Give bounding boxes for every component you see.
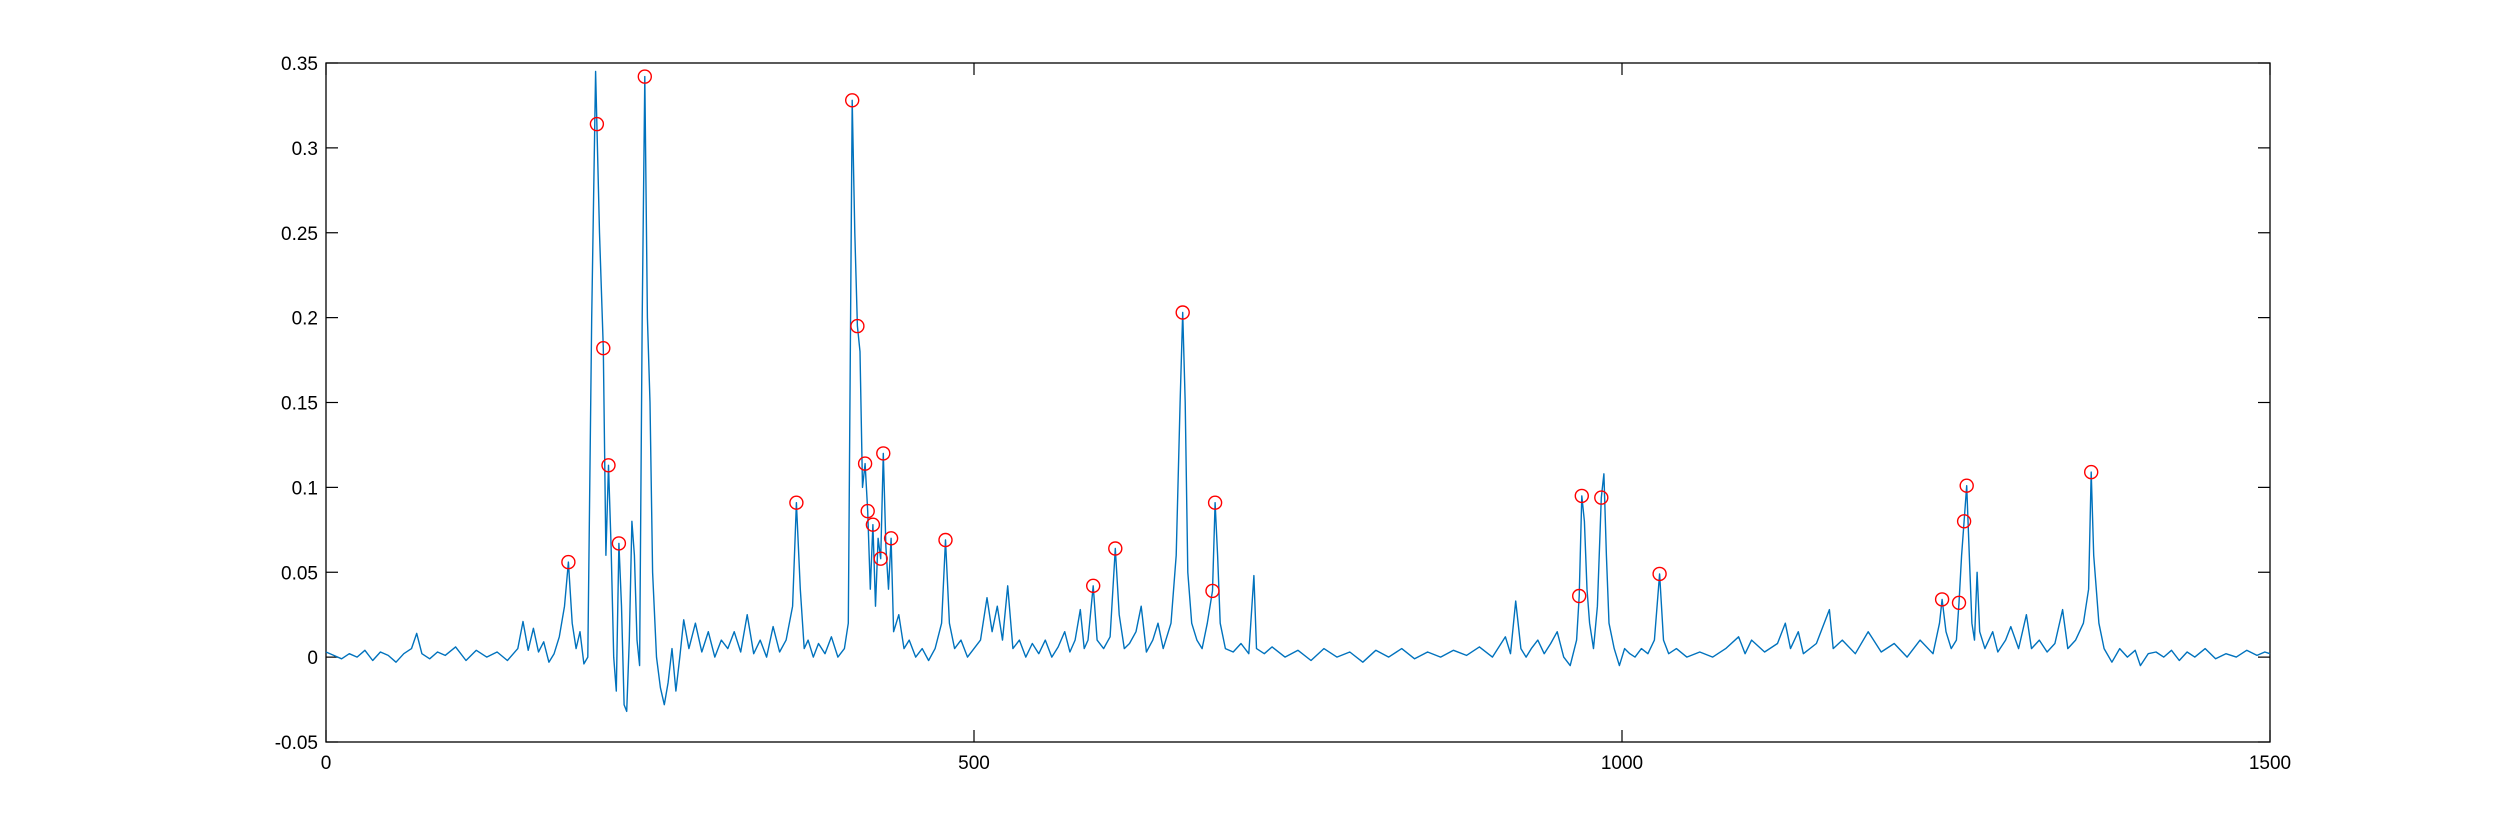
x-tick-label: 1500 — [2249, 753, 2291, 774]
peak-marker — [1175, 305, 1190, 320]
y-tick-label: 0.1 — [292, 478, 318, 499]
peak-marker — [1652, 566, 1667, 582]
y-tick-label: -0.05 — [275, 733, 318, 754]
peak-marker — [865, 517, 881, 532]
peak-marker — [860, 503, 875, 519]
peak-marker — [1594, 490, 1609, 505]
plot-area: 0 500 1000 1500-0.0500.050.10.150.20.250.30… — [275, 54, 2291, 774]
peak-marker — [857, 456, 873, 471]
y-tick-label: 0.2 — [292, 309, 318, 330]
peak-marker — [1956, 514, 1972, 529]
peak-marker — [596, 341, 611, 356]
x-tick-label: 1000 — [1601, 753, 1643, 774]
peak-marker — [883, 531, 899, 546]
peak-marker — [561, 554, 576, 570]
peak-marker — [1085, 578, 1101, 593]
peak-marker — [850, 318, 865, 334]
peak-marker — [1108, 541, 1123, 556]
peak-marker — [789, 495, 804, 510]
peak-marker — [1934, 592, 1950, 607]
peak-marker — [845, 93, 860, 108]
x-tick-label: 0 — [321, 753, 332, 774]
peak-marker — [1574, 488, 1590, 504]
peak-marker — [938, 532, 953, 548]
peak-marker — [1207, 495, 1223, 510]
y-tick-label: 0.05 — [281, 563, 318, 584]
y-tick-label: 0 — [307, 648, 318, 669]
peak-marker — [589, 116, 605, 132]
peak-marker — [2083, 464, 2099, 480]
peak-marker — [637, 69, 652, 84]
peak-marker — [876, 446, 891, 461]
y-tick-label: 0.15 — [281, 394, 318, 415]
peak-marker — [1951, 595, 1967, 610]
y-tick-label: 0.3 — [292, 139, 318, 160]
peak-marker — [873, 551, 888, 566]
peak-marker — [1959, 478, 1974, 493]
signal-line-series — [325, 70, 2271, 713]
peak-marker — [611, 536, 627, 551]
x-tick-label: 500 — [958, 753, 990, 774]
y-tick-label: 0.25 — [281, 224, 318, 245]
y-tick-label: 0.35 — [281, 54, 318, 75]
peak-marker — [1205, 583, 1220, 599]
peak-marker — [1571, 588, 1587, 604]
peak-marker — [601, 458, 616, 473]
